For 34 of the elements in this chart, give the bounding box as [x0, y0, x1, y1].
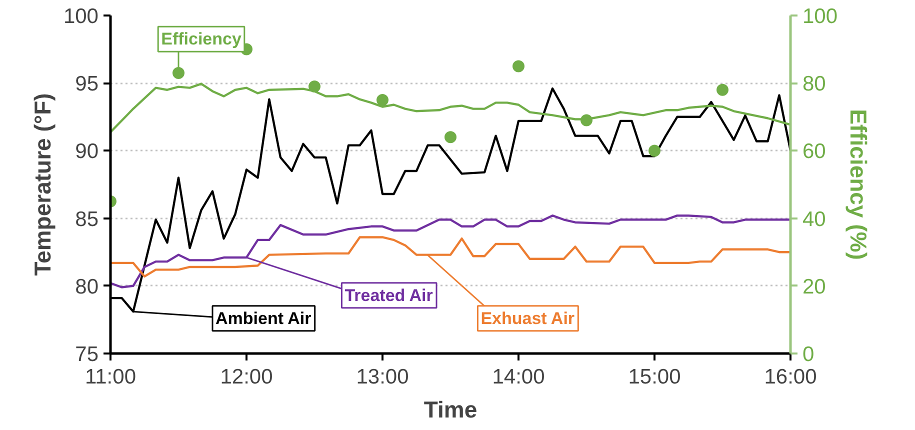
- y-tick-label: 80: [75, 275, 98, 298]
- text: Treated Air: [344, 286, 434, 305]
- y-tick-label: 90: [75, 140, 98, 164]
- x-tick-label: 15:00: [628, 366, 681, 388]
- point: [308, 80, 320, 92]
- y2-tick-label: 0: [802, 343, 814, 366]
- point: [580, 114, 592, 126]
- y-tick-label: 75: [75, 343, 98, 366]
- x-tick-label: 14:00: [492, 366, 545, 388]
- y2-tick-label: 20: [802, 275, 826, 298]
- y2-tick-label: 60: [802, 140, 826, 164]
- y2-tick-label: 80: [802, 72, 826, 96]
- y-tick-label: 100: [63, 5, 99, 28]
- point: [716, 84, 728, 96]
- point: [512, 60, 524, 72]
- x-tick-label: 12:00: [220, 366, 273, 388]
- point: [648, 144, 660, 157]
- point: [172, 66, 184, 79]
- y2-tick-label: 100: [802, 5, 838, 28]
- x-tick-label: 11:00: [85, 366, 136, 388]
- x-tick-label: 16:00: [764, 366, 817, 388]
- y-tick-label: 95: [75, 72, 98, 96]
- point: [376, 94, 388, 106]
- y-axis-title: Temperature (°F): [29, 93, 56, 276]
- x-tick-label: 13:00: [356, 366, 409, 388]
- text: Efficiency: [161, 30, 242, 49]
- line-series: [110, 214, 790, 288]
- y2-axis-title: Efficiency (%): [846, 109, 872, 260]
- x-axis-title: Time: [424, 396, 478, 422]
- text: Exhuast Air: [480, 308, 575, 328]
- y-tick-label: 85: [75, 208, 98, 231]
- point: [444, 131, 456, 144]
- text: Ambient Air: [216, 308, 312, 328]
- y2-tick-label: 40: [802, 208, 826, 231]
